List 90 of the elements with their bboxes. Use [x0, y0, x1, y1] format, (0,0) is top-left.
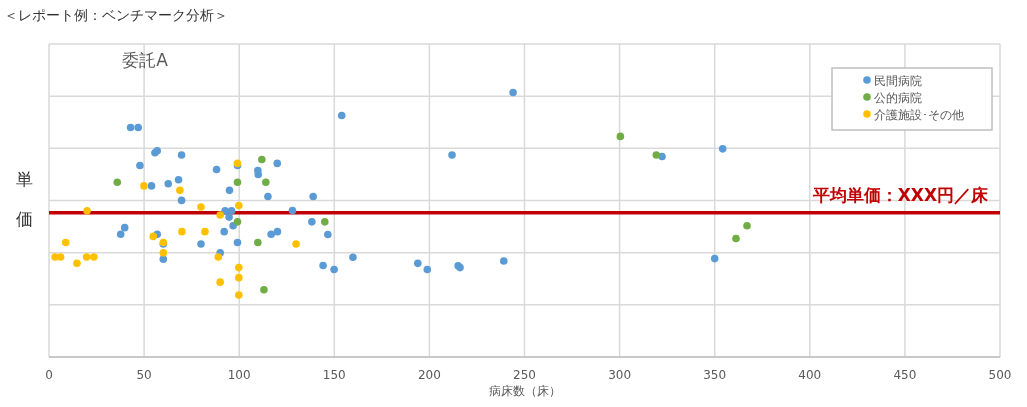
x-tick-label: 500	[988, 368, 1012, 382]
legend-label: 介護施設･その他	[874, 107, 964, 122]
point	[264, 192, 272, 201]
point	[73, 259, 81, 268]
point	[113, 178, 122, 186]
point	[149, 232, 158, 241]
point	[254, 238, 262, 247]
x-tick-label: 300	[608, 368, 632, 382]
point	[177, 151, 186, 159]
x-tick-label: 450	[893, 368, 917, 382]
point	[732, 234, 740, 243]
point	[82, 253, 91, 261]
point	[90, 253, 98, 261]
x-tick-label: 350	[703, 368, 727, 382]
point	[201, 227, 209, 236]
point	[159, 248, 168, 257]
legend-label: 民間病院	[874, 73, 922, 88]
point	[120, 223, 129, 232]
point	[147, 182, 156, 190]
point	[235, 201, 243, 210]
point	[267, 230, 275, 239]
point	[616, 132, 625, 141]
point	[499, 257, 508, 265]
point	[710, 254, 719, 263]
point	[349, 253, 357, 262]
point	[448, 151, 456, 159]
point	[292, 240, 300, 248]
point	[273, 227, 282, 236]
x-tick-label: 0	[45, 368, 53, 382]
point	[320, 218, 329, 226]
point	[718, 145, 727, 153]
point	[136, 161, 144, 170]
point	[176, 186, 184, 195]
point	[220, 227, 228, 236]
point	[235, 291, 243, 299]
point	[164, 179, 173, 188]
point	[229, 222, 237, 230]
point	[174, 175, 183, 184]
point	[330, 265, 338, 274]
point	[233, 238, 242, 247]
point	[178, 227, 186, 236]
point	[126, 123, 135, 132]
point	[83, 206, 91, 215]
chart-title: ＜レポート例：ベンチマーク分析＞	[4, 7, 228, 23]
point	[337, 111, 346, 120]
point	[414, 259, 422, 268]
point	[262, 178, 270, 186]
point	[233, 218, 242, 226]
y-axis-title: 単価	[15, 169, 33, 229]
x-axis-title: 病床数（床）	[488, 384, 561, 398]
point	[177, 196, 186, 205]
x-tick-label: 200	[417, 368, 441, 382]
point	[134, 123, 142, 132]
point	[743, 222, 751, 230]
point	[288, 206, 297, 215]
point	[235, 263, 243, 272]
point	[159, 255, 168, 263]
point	[509, 88, 517, 97]
x-tick-label: 250	[513, 368, 536, 382]
chart-subtitle: 委託A	[122, 50, 169, 70]
point	[309, 192, 317, 201]
x-tick-label: 400	[798, 368, 822, 382]
x-tick-label: 100	[227, 368, 251, 382]
point	[233, 178, 242, 186]
point	[225, 186, 234, 195]
x-tick-label: 50	[136, 368, 152, 382]
point	[140, 182, 148, 190]
point	[225, 213, 233, 221]
point	[212, 165, 221, 174]
point	[258, 155, 266, 164]
point	[652, 151, 661, 159]
legend-label: 公的病院	[874, 90, 922, 105]
point	[235, 273, 243, 282]
point	[214, 253, 223, 261]
point	[61, 238, 70, 247]
point	[273, 159, 282, 168]
point	[197, 240, 205, 248]
point	[423, 265, 432, 274]
point	[324, 230, 332, 239]
point	[308, 218, 316, 226]
point	[227, 206, 236, 215]
point	[216, 211, 224, 219]
point	[56, 253, 65, 261]
point	[319, 261, 327, 270]
point	[116, 230, 125, 239]
x-tick-label: 150	[322, 368, 346, 382]
point	[260, 286, 268, 294]
point	[216, 278, 224, 286]
point	[197, 203, 205, 211]
ref-line-label: 平均単価：XXX円／床	[811, 184, 989, 205]
